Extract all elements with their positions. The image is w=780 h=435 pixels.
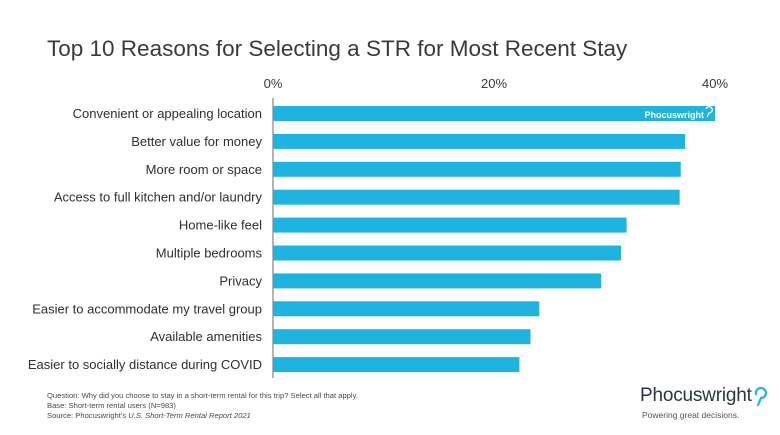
note-source-prefix: Source: Phocuswright's — [47, 411, 129, 420]
bar-chart: 0% 20% 40% Convenient or appealing locatio… — [28, 76, 728, 378]
note-question: Question: Why did you choose to stay in … — [47, 391, 358, 400]
bar-10 — [273, 357, 520, 373]
note-source: Source: Phocuswright's U.S. Short-Term R… — [47, 411, 358, 421]
category-label-2: Better value for money — [131, 134, 262, 149]
bar-7 — [273, 273, 602, 289]
category-label-3: More room or space — [146, 162, 262, 177]
note-base: Base: Short-term rental users (N=983) — [47, 401, 176, 410]
logo-mark-icon — [754, 386, 767, 407]
bar-5 — [273, 217, 627, 233]
chart-notes: Question: Why did you choose to stay in … — [47, 391, 358, 421]
logo-name: Phocuswright — [640, 385, 752, 406]
bar-8 — [273, 301, 540, 317]
bar-3 — [273, 161, 681, 177]
watermark-mark-icon — [705, 106, 713, 118]
bar-2 — [273, 133, 686, 149]
chart-title: Top 10 Reasons for Selecting a STR for M… — [47, 36, 628, 61]
bar-1 — [273, 106, 715, 121]
x-tick-label-3: 40% — [702, 76, 728, 91]
logo-tagline: Powering great decisions. — [642, 410, 740, 420]
category-label-6: Multiple bedrooms — [156, 246, 263, 261]
bar-6 — [273, 245, 622, 261]
category-label-9: Available amenities — [150, 329, 262, 344]
category-label-1: Convenient or appealing location — [73, 106, 262, 121]
category-label-5: Home-like feel — [179, 218, 262, 233]
bar-9 — [273, 329, 531, 345]
category-label-10: Easier to socially distance during COVID — [28, 357, 262, 372]
phocuswright-logo: Phocuswright Powering great decisions. — [640, 385, 770, 425]
note-source-title: U.S. Short-Term Rental Report 2021 — [128, 411, 251, 420]
watermark-text: Phocuswright — [644, 110, 704, 120]
x-tick-label-1: 0% — [264, 76, 283, 91]
category-label-8: Easier to accommodate my travel group — [32, 301, 262, 316]
category-label-7: Privacy — [219, 273, 262, 288]
x-tick-label-2: 20% — [481, 76, 507, 91]
category-label-4: Access to full kitchen and/or laundry — [54, 190, 263, 205]
bar-4 — [273, 189, 680, 205]
